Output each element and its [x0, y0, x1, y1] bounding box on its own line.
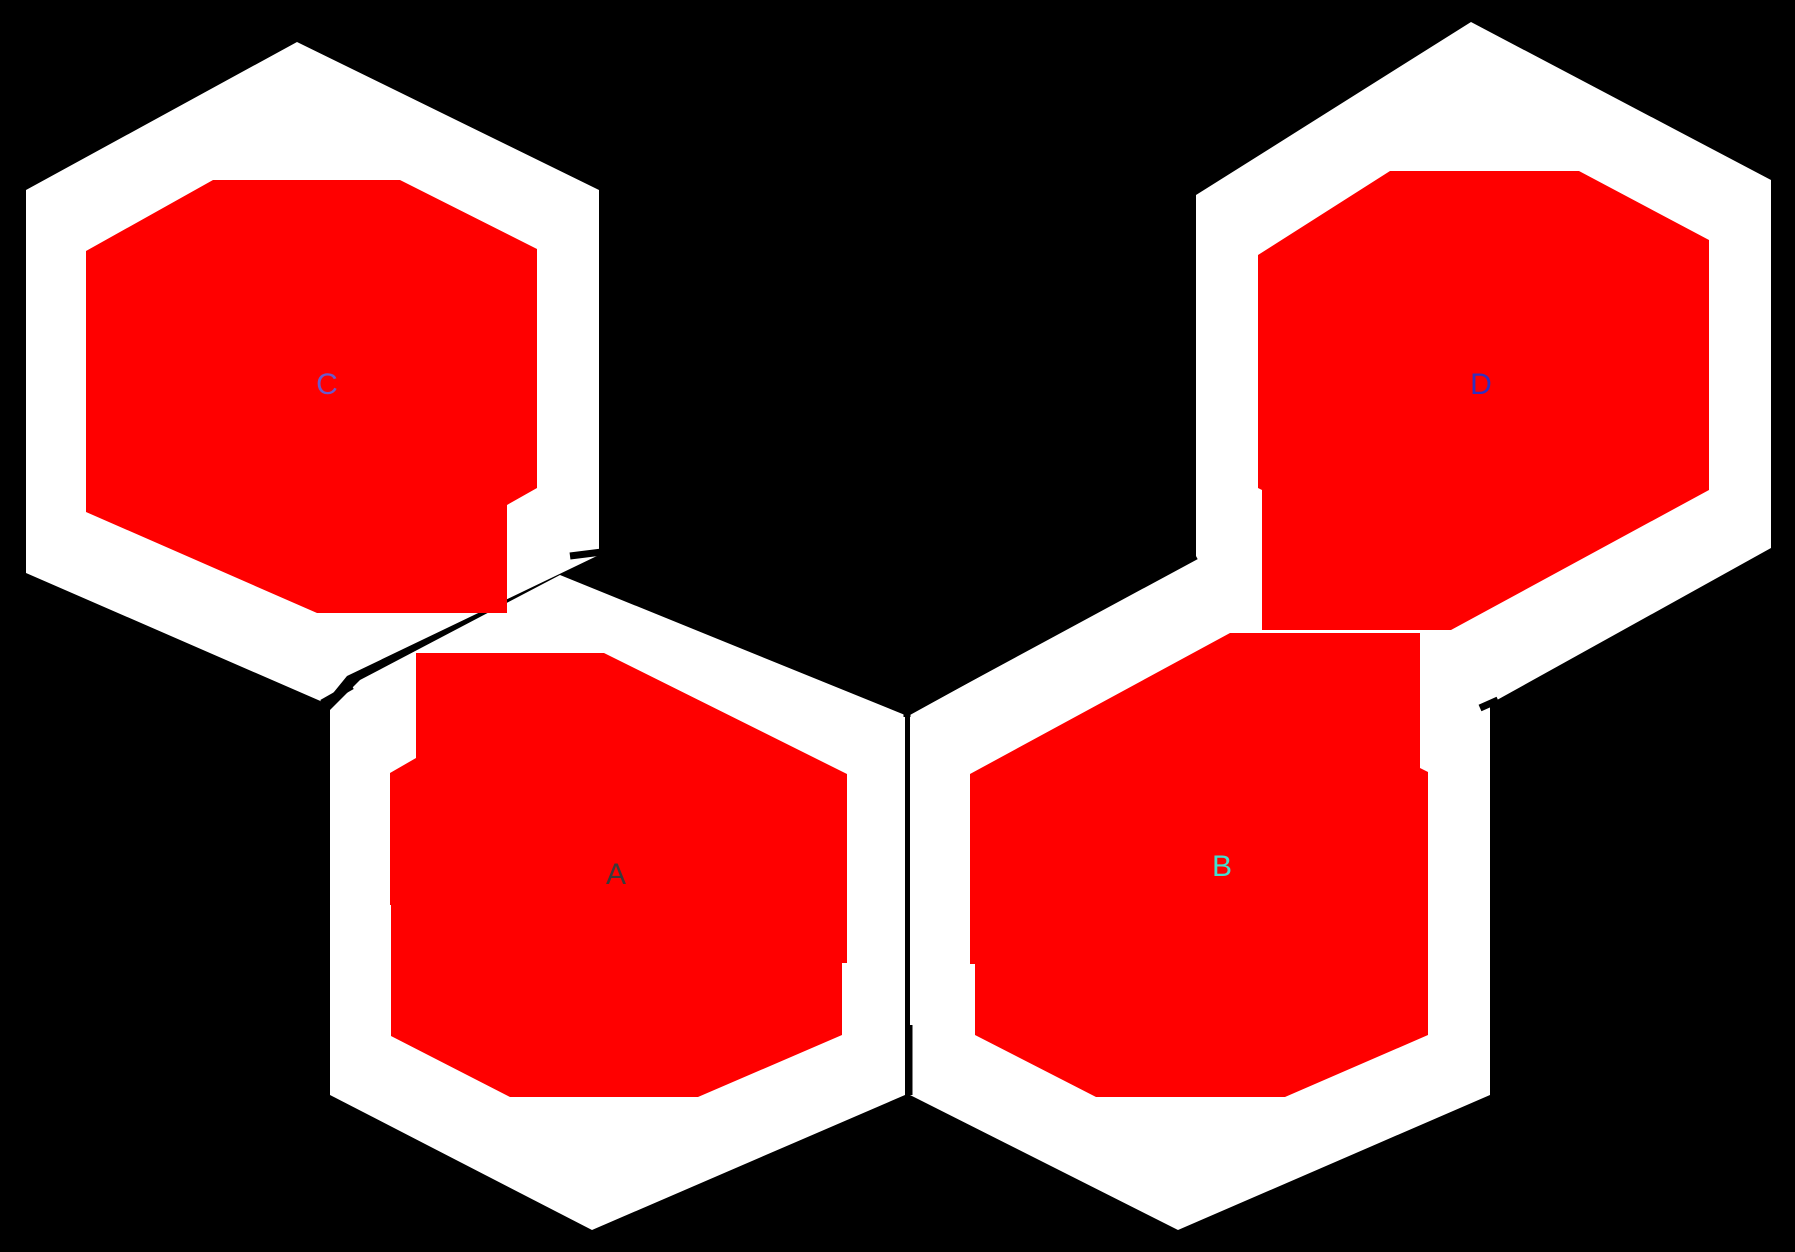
cell-label-b: B	[1212, 850, 1232, 883]
cell-label-c: C	[316, 368, 338, 401]
cell-fill-a	[390, 653, 847, 1097]
connector-strokes	[320, 548, 1500, 1095]
cell-fill-c	[86, 180, 537, 613]
cell-fill-d	[1258, 171, 1709, 630]
cell-label-d: D	[1470, 368, 1492, 401]
cell-fill-b	[970, 633, 1428, 1097]
cell-label-a: A	[606, 858, 626, 891]
